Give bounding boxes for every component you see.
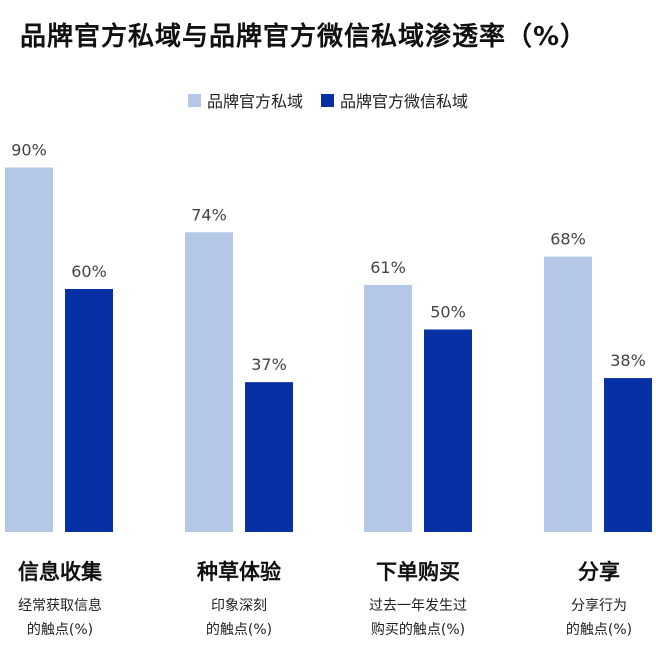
data-label-series-1-category-4: 68% <box>550 230 586 249</box>
bar-series-1-category-4 <box>544 256 592 532</box>
category-label-block-3: 下单购买 过去一年发生过 购买的触点(%) <box>343 556 493 642</box>
bar-series-2-category-3 <box>424 329 472 532</box>
category-subtitle-line-2: 的触点(%) <box>565 622 633 638</box>
legend-label-series-2: 品牌官方微信私域 <box>340 92 469 111</box>
category-label-block-2: 种草体验 印象深刻 的触点(%) <box>164 556 314 642</box>
bar-series-2-category-4 <box>604 378 652 532</box>
category-subtitle-line-1: 过去一年发生过 <box>369 598 467 614</box>
data-label-series-2-category-2: 37% <box>251 355 287 374</box>
data-label-series-1-category-1: 90% <box>11 141 47 160</box>
category-subtitle-line-1: 经常获取信息 <box>18 598 102 614</box>
category-name: 种草体验 <box>197 560 281 584</box>
legend-item-series-1: 品牌官方私域 <box>187 88 303 112</box>
category-subtitle-line-2: 的触点(%) <box>205 622 273 638</box>
data-label-series-1-category-2: 74% <box>191 205 227 224</box>
data-label-series-2-category-1: 60% <box>71 262 107 281</box>
legend-swatch-series-2 <box>321 93 334 107</box>
category-name: 分享 <box>578 560 620 584</box>
category-name: 下单购买 <box>376 560 460 584</box>
data-label-series-2-category-3: 50% <box>430 303 466 322</box>
data-label-series-2-category-4: 38% <box>610 351 646 370</box>
category-subtitle-line-1: 印象深刻 <box>211 598 267 614</box>
legend: 品牌官方私域 品牌官方微信私域 <box>0 88 656 112</box>
category-subtitle-line-2: 的触点(%) <box>26 622 94 638</box>
legend-label-series-1: 品牌官方私域 <box>206 92 303 111</box>
bar-series-1-category-2 <box>185 232 233 533</box>
bar-series-2-category-1 <box>65 289 113 532</box>
category-subtitle-line-1: 分享行为 <box>571 598 627 614</box>
bar-series-1-category-1 <box>5 167 53 532</box>
legend-swatch-series-1 <box>187 93 201 107</box>
category-label-block-1: 信息收集 经常获取信息 的触点(%) <box>0 556 135 642</box>
category-label-block-4: 分享 分享行为 的触点(%) <box>524 556 656 642</box>
chart-title: 品牌官方私域与品牌官方微信私域渗透率（%） <box>20 22 588 52</box>
data-label-series-1-category-3: 61% <box>370 258 406 277</box>
bar-series-1-category-3 <box>364 284 412 532</box>
bar-series-2-category-2 <box>245 382 293 532</box>
category-subtitle-line-2: 购买的触点(%) <box>370 622 466 638</box>
category-name: 信息收集 <box>18 560 102 584</box>
legend-item-series-2: 品牌官方微信私域 <box>321 88 468 112</box>
